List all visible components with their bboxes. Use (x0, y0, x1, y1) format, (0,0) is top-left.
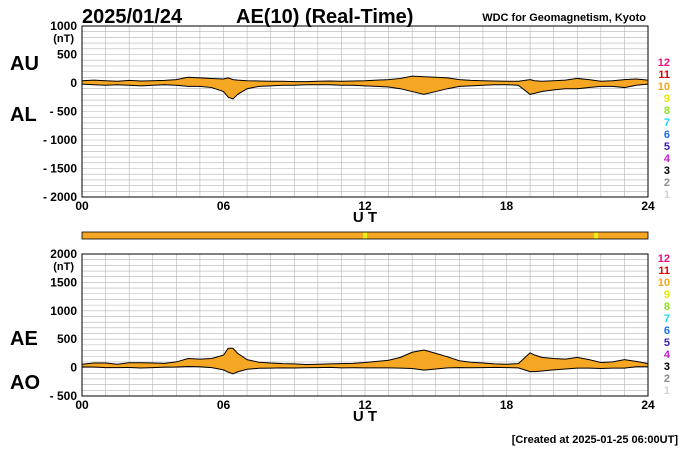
al-label: AL (10, 104, 37, 126)
y-tick-label: 500 (57, 48, 77, 62)
y-tick-label: - 2000 (43, 190, 77, 204)
ae-ao-unit: (nT) (53, 261, 74, 273)
au-al-chart: 1000 500 0 - 500 - 1000 - 1500 - 2000 00 06 12 18… (10, 19, 655, 226)
legend-level-label: 3 (664, 361, 670, 373)
ae-ao-grid (82, 254, 648, 396)
au-al-unit: (nT) (53, 33, 74, 45)
legend-level-label: 5 (664, 141, 670, 153)
x-tick-label: 24 (641, 398, 655, 412)
au-al-grid (82, 26, 648, 197)
station-bar-mark (594, 232, 599, 239)
x-tick-label: 00 (75, 199, 89, 213)
legend-level-label: 12 (658, 57, 670, 69)
x-tick-label: 00 (75, 398, 89, 412)
y-tick-label: 1500 (50, 275, 77, 289)
series-line-ao (82, 365, 648, 375)
ae-ao-frame (81, 253, 649, 397)
date-title: 2025/01/24 (82, 6, 183, 28)
station-bar-marks (363, 232, 599, 239)
legend-level-label: 2 (664, 177, 670, 189)
x-tick-label: 18 (500, 398, 514, 412)
x-tick-label: 06 (217, 398, 231, 412)
x-tick-label: 12 (358, 199, 372, 213)
y-tick-label: - 1500 (43, 162, 77, 176)
legend-level-label: 1 (664, 385, 670, 397)
source-label: WDC for Geomagnetism, Kyoto (482, 12, 646, 24)
y-tick-label: 2000 (50, 247, 77, 261)
ae-ao-x-axis-label: U T (353, 408, 377, 425)
ae-ao-series (81, 347, 649, 375)
legend-level-label: 10 (658, 81, 670, 93)
legend-level-label: 5 (664, 337, 670, 349)
legend-level-label: 4 (664, 153, 671, 165)
series-line-al (81, 83, 649, 100)
au-al-x-ticks: 00 06 12 18 24 (75, 199, 655, 213)
ae-ao-x-ticks: 00 06 12 18 24 (75, 398, 655, 412)
legend-level-label: 10 (658, 277, 670, 289)
legend-level-label: 7 (664, 117, 670, 129)
x-tick-label: 12 (358, 398, 372, 412)
x-tick-label: 24 (641, 199, 655, 213)
au-al-series (81, 75, 649, 100)
ae-ao-y-ticks: 2000 1500 1000 500 0 - 500 (50, 247, 78, 403)
x-tick-label: 06 (217, 199, 231, 213)
created-timestamp: [Created at 2025-01-25 06:00UT] (512, 434, 679, 446)
index-title: AE(10) (Real-Time) (236, 6, 413, 28)
legend-level-label: 11 (658, 69, 670, 81)
legend-level-label: 8 (664, 105, 670, 117)
ao-label: AO (10, 372, 40, 394)
ae-ao-chart: 2000 1500 1000 500 0 - 500 00 06 12 18 24 (nT) AE… (10, 247, 655, 425)
legend-level-label: 2 (664, 373, 670, 385)
legend-level-label: 11 (658, 265, 670, 277)
legend-level-label: 9 (664, 93, 670, 105)
station-bar-mark (363, 232, 367, 239)
series-band-fill (82, 76, 648, 99)
legend-level-label: 6 (664, 129, 670, 141)
x-tick-label: 18 (500, 199, 514, 213)
series-line-ae (81, 347, 649, 365)
au-al-x-axis-label: U T (353, 209, 377, 226)
y-tick-label: 1000 (50, 19, 77, 33)
y-tick-label: 0 (70, 76, 77, 90)
legend-level-label: 1 (664, 189, 670, 201)
y-tick-label: 500 (57, 332, 77, 346)
y-tick-label: 0 (70, 361, 77, 375)
au-label: AU (10, 53, 39, 75)
y-tick-label: - 500 (50, 105, 78, 119)
legend-level-label: 12 (658, 253, 670, 265)
y-tick-label: 1000 (50, 304, 77, 318)
series-line-au (81, 75, 649, 83)
au-al-frame (81, 25, 649, 198)
y-tick-label: - 500 (50, 389, 78, 403)
legend-level-label: 7 (664, 313, 670, 325)
legend-level-label: 4 (664, 349, 671, 361)
y-tick-label: - 1000 (43, 133, 77, 147)
legend-level-label: 8 (664, 301, 670, 313)
ae-label: AE (10, 328, 38, 350)
legend-level-label: 3 (664, 165, 670, 177)
au-al-y-ticks: 1000 500 0 - 500 - 1000 - 1500 - 2000 (43, 19, 77, 204)
legend-level-label: 9 (664, 289, 670, 301)
legend-level-label: 6 (664, 325, 670, 337)
